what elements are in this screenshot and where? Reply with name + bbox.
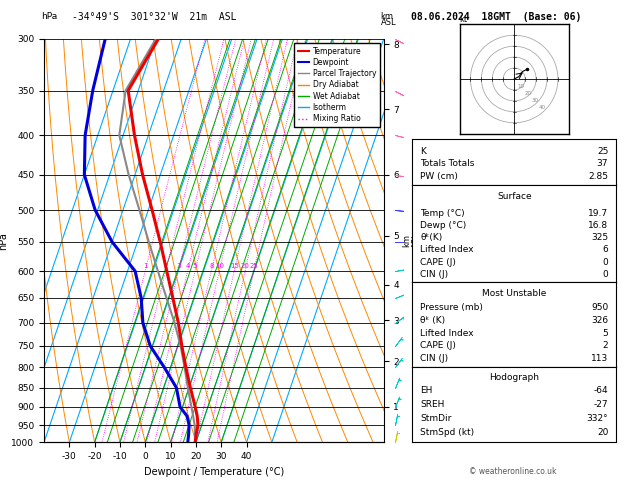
- Text: 6: 6: [603, 245, 608, 255]
- Text: kt: kt: [460, 15, 467, 24]
- Text: 2.85: 2.85: [588, 172, 608, 181]
- Text: 5: 5: [603, 329, 608, 338]
- Text: 37: 37: [597, 159, 608, 169]
- Text: 1: 1: [143, 263, 147, 269]
- Text: 40: 40: [539, 105, 546, 110]
- Text: Totals Totals: Totals Totals: [420, 159, 474, 169]
- Text: 4: 4: [186, 263, 190, 269]
- Text: StmDir: StmDir: [420, 414, 452, 423]
- Text: Hodograph: Hodograph: [489, 373, 539, 382]
- Text: SREH: SREH: [420, 400, 445, 409]
- Text: 2: 2: [164, 263, 168, 269]
- Text: 19.7: 19.7: [588, 209, 608, 218]
- Text: θᵏ (K): θᵏ (K): [420, 316, 445, 325]
- Text: © weatheronline.co.uk: © weatheronline.co.uk: [469, 467, 557, 476]
- Text: Lifted Index: Lifted Index: [420, 329, 474, 338]
- Text: 325: 325: [591, 233, 608, 243]
- Text: 30: 30: [532, 98, 539, 103]
- Text: 15: 15: [230, 263, 238, 269]
- Text: 10: 10: [518, 84, 525, 88]
- Text: 20: 20: [241, 263, 250, 269]
- Text: km: km: [381, 12, 394, 21]
- Text: -64: -64: [594, 386, 608, 395]
- Text: 25: 25: [597, 147, 608, 156]
- Text: Most Unstable: Most Unstable: [482, 289, 547, 298]
- Text: Temp (°C): Temp (°C): [420, 209, 465, 218]
- Text: 0: 0: [603, 258, 608, 267]
- Text: 113: 113: [591, 354, 608, 363]
- Text: Dewp (°C): Dewp (°C): [420, 221, 467, 230]
- Text: StmSpd (kt): StmSpd (kt): [420, 428, 474, 437]
- Text: 2: 2: [603, 341, 608, 350]
- Text: 8: 8: [209, 263, 213, 269]
- Text: θᵏ(K): θᵏ(K): [420, 233, 442, 243]
- Text: 20: 20: [525, 91, 532, 96]
- Text: 0: 0: [603, 270, 608, 279]
- Text: CIN (J): CIN (J): [420, 354, 448, 363]
- Legend: Temperature, Dewpoint, Parcel Trajectory, Dry Adiabat, Wet Adiabat, Isotherm, Mi: Temperature, Dewpoint, Parcel Trajectory…: [294, 43, 380, 127]
- Text: ASL: ASL: [381, 18, 396, 27]
- Y-axis label: hPa: hPa: [0, 232, 9, 249]
- Text: -27: -27: [594, 400, 608, 409]
- Text: PW (cm): PW (cm): [420, 172, 458, 181]
- Text: 10: 10: [214, 263, 224, 269]
- Text: CAPE (J): CAPE (J): [420, 341, 456, 350]
- Text: 25: 25: [250, 263, 258, 269]
- Text: LCL: LCL: [411, 427, 425, 436]
- Text: hPa: hPa: [41, 12, 57, 21]
- Text: Pressure (mb): Pressure (mb): [420, 303, 483, 312]
- Text: 20: 20: [597, 428, 608, 437]
- Text: EH: EH: [420, 386, 433, 395]
- Text: -34°49'S  301°32'W  21m  ASL: -34°49'S 301°32'W 21m ASL: [72, 12, 237, 22]
- Text: 950: 950: [591, 303, 608, 312]
- Text: 5: 5: [193, 263, 198, 269]
- Text: 326: 326: [591, 316, 608, 325]
- Text: CIN (J): CIN (J): [420, 270, 448, 279]
- Text: K: K: [420, 147, 426, 156]
- Y-axis label: km
ASL: km ASL: [402, 233, 421, 248]
- Text: 3: 3: [176, 263, 181, 269]
- X-axis label: Dewpoint / Temperature (°C): Dewpoint / Temperature (°C): [144, 467, 284, 477]
- Text: Lifted Index: Lifted Index: [420, 245, 474, 255]
- Text: Surface: Surface: [497, 192, 532, 202]
- Text: 08.06.2024  18GMT  (Base: 06): 08.06.2024 18GMT (Base: 06): [411, 12, 581, 22]
- Text: 16.8: 16.8: [588, 221, 608, 230]
- Text: 332°: 332°: [587, 414, 608, 423]
- Text: CAPE (J): CAPE (J): [420, 258, 456, 267]
